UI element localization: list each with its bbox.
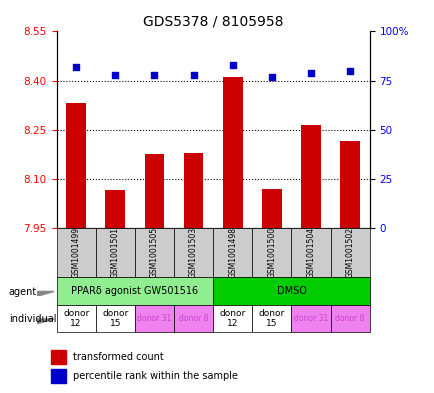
- Point: [307, 70, 314, 76]
- Polygon shape: [37, 292, 54, 296]
- Point: [112, 72, 118, 78]
- Text: GSM1001498: GSM1001498: [228, 227, 237, 278]
- Point: [346, 68, 353, 74]
- Text: agent: agent: [9, 286, 37, 297]
- Bar: [261, 189, 281, 228]
- Text: GSM1001499: GSM1001499: [72, 227, 80, 278]
- Text: donor 8: donor 8: [178, 314, 208, 323]
- FancyBboxPatch shape: [291, 228, 330, 277]
- Text: PPARδ agonist GW501516: PPARδ agonist GW501516: [71, 286, 198, 296]
- Bar: [105, 190, 125, 228]
- Title: GDS5378 / 8105958: GDS5378 / 8105958: [143, 15, 283, 29]
- Text: GSM1001504: GSM1001504: [306, 227, 315, 278]
- Bar: [339, 141, 359, 228]
- FancyBboxPatch shape: [330, 228, 369, 277]
- Point: [72, 64, 79, 70]
- FancyBboxPatch shape: [135, 228, 174, 277]
- Bar: [51, 369, 66, 383]
- Bar: [223, 77, 242, 228]
- Point: [190, 72, 197, 78]
- Point: [268, 73, 275, 80]
- Bar: [51, 350, 66, 364]
- FancyBboxPatch shape: [213, 305, 252, 332]
- Text: donor 8: donor 8: [335, 314, 364, 323]
- Bar: [300, 125, 320, 228]
- Text: GSM1001503: GSM1001503: [189, 227, 197, 278]
- Text: transformed count: transformed count: [73, 352, 164, 362]
- FancyBboxPatch shape: [174, 305, 213, 332]
- Text: donor
12: donor 12: [63, 309, 89, 328]
- Bar: [144, 154, 164, 228]
- FancyBboxPatch shape: [213, 228, 252, 277]
- FancyBboxPatch shape: [213, 277, 369, 305]
- Text: donor
15: donor 15: [258, 309, 284, 328]
- FancyBboxPatch shape: [252, 228, 291, 277]
- FancyBboxPatch shape: [95, 228, 135, 277]
- Text: GSM1001505: GSM1001505: [150, 227, 158, 278]
- FancyBboxPatch shape: [56, 228, 95, 277]
- Text: GSM1001502: GSM1001502: [345, 227, 354, 278]
- FancyBboxPatch shape: [135, 305, 174, 332]
- Bar: [66, 103, 86, 228]
- Text: donor 31: donor 31: [293, 314, 327, 323]
- FancyBboxPatch shape: [330, 305, 369, 332]
- FancyBboxPatch shape: [56, 305, 95, 332]
- Text: donor
15: donor 15: [102, 309, 128, 328]
- Text: donor
12: donor 12: [219, 309, 245, 328]
- Text: donor 31: donor 31: [137, 314, 171, 323]
- Text: GSM1001501: GSM1001501: [111, 227, 119, 278]
- Text: percentile rank within the sample: percentile rank within the sample: [73, 371, 237, 382]
- FancyBboxPatch shape: [252, 305, 291, 332]
- Polygon shape: [37, 319, 54, 324]
- Bar: [183, 152, 203, 228]
- Text: individual: individual: [9, 314, 56, 324]
- FancyBboxPatch shape: [174, 228, 213, 277]
- FancyBboxPatch shape: [95, 305, 135, 332]
- Point: [151, 72, 158, 78]
- Text: GSM1001500: GSM1001500: [267, 227, 276, 278]
- FancyBboxPatch shape: [56, 277, 213, 305]
- FancyBboxPatch shape: [291, 305, 330, 332]
- Text: DMSO: DMSO: [276, 286, 306, 296]
- Point: [229, 62, 236, 68]
